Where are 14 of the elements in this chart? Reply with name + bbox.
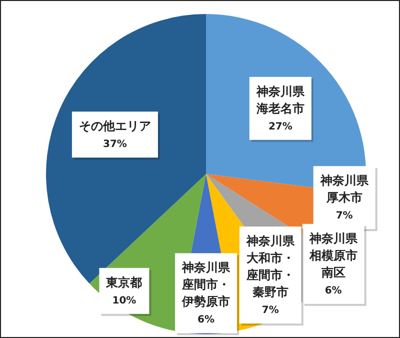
- slice-label: その他エリア: [78, 119, 151, 134]
- slice-label: 神奈川県厚木市: [319, 174, 370, 205]
- data-label: 6%: [198, 314, 214, 326]
- slice-label: 東京都: [105, 275, 142, 290]
- slice-label: 神奈川県相模原市南区: [308, 231, 358, 280]
- data-label: 7%: [262, 305, 279, 316]
- data-label: 37%: [102, 139, 127, 150]
- data-label: 27%: [268, 121, 292, 132]
- data-label: 6%: [324, 285, 342, 296]
- data-label: 7%: [336, 210, 353, 222]
- data-label: 10%: [112, 295, 136, 306]
- slice-label: 神奈川県座間市・伊勢原市: [181, 260, 231, 309]
- slice-label: 神奈川県大和市・座間市・秦野市: [245, 234, 296, 300]
- slice-label: 神奈川県海老名市: [255, 84, 306, 116]
